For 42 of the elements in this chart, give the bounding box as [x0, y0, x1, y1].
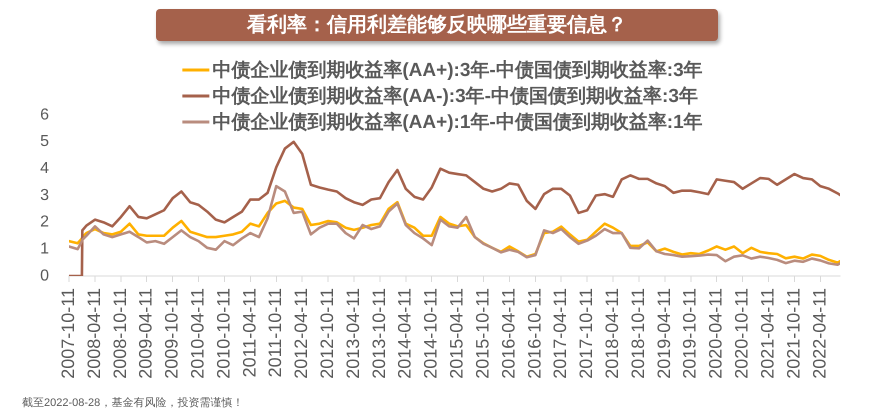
text: 截至2022-08-28，基金有风险，投资需谨慎！: [22, 396, 244, 410]
x-tick-label: 2016-04-11: [498, 288, 518, 379]
x-tick-label: 2011-10-11: [265, 288, 286, 378]
x-tick-label: 2014-10-11: [420, 288, 441, 379]
y-tick-label: 0: [40, 267, 50, 284]
legend-label: 中债企业债到期收益率(AA+):1年-中债国债到期收益率:1年: [212, 111, 703, 134]
y-tick-label: 1: [40, 240, 50, 258]
x-tick-label: 2015-10-11: [472, 288, 492, 379]
y-tick-label: 3: [40, 186, 50, 204]
x-tick-label: 2020-10-11: [732, 288, 752, 379]
x-tick-label: 2017-04-11: [550, 288, 570, 379]
x-tick-label: 2013-04-11: [342, 288, 363, 379]
x-tick-label: 2021-04-11: [757, 288, 778, 379]
x-tick-label: 2014-04-11: [394, 288, 415, 379]
x-tick-label: 2016-10-11: [524, 288, 544, 379]
x-tick-label: 2008-04-11: [84, 288, 104, 379]
x-tick-label: 2015-04-11: [446, 288, 467, 379]
y-tick-label: 6: [40, 106, 50, 124]
x-tick-label: 2010-10-11: [213, 288, 234, 379]
x-tick-label: 2018-10-11: [628, 288, 648, 379]
x-tick-label: 2008-10-11: [110, 288, 130, 379]
x-tick-label: 2010-04-11: [187, 288, 208, 379]
chart-title: 看利率：信用利差能够反映哪些重要信息？: [247, 13, 627, 37]
x-tick-label: 2011-04-11: [239, 288, 260, 378]
x-tick-label: 2012-10-11: [317, 288, 338, 379]
x-tick-label: 2009-04-11: [136, 288, 156, 379]
legend-label: 中债企业债到期收益率(AA-):3年-中债国债到期收益率:3年: [212, 85, 698, 108]
x-tick-label: 2018-04-11: [602, 288, 622, 379]
y-tick-label: 4: [40, 160, 50, 178]
x-tick-label: 2022-04-11: [809, 288, 830, 379]
x-tick-label: 2007-10-11: [58, 288, 78, 379]
y-tick-label: 5: [40, 133, 50, 150]
x-tick-label: 2021-10-11: [783, 288, 804, 379]
x-tick-label: 2017-10-11: [576, 288, 596, 379]
x-tick-label: 2013-10-11: [368, 288, 389, 379]
legend-label: 中债企业债到期收益率(AA+):3年-中债国债到期收益率:3年: [212, 59, 703, 82]
x-tick-label: 2020-04-11: [706, 288, 726, 379]
x-tick-label: 2019-10-11: [680, 288, 700, 379]
x-tick-label: 2012-04-11: [291, 288, 312, 379]
x-tick-label: 2019-04-11: [654, 288, 674, 379]
x-tick-label: 2009-10-11: [162, 288, 182, 379]
y-tick-label: 2: [40, 214, 50, 231]
